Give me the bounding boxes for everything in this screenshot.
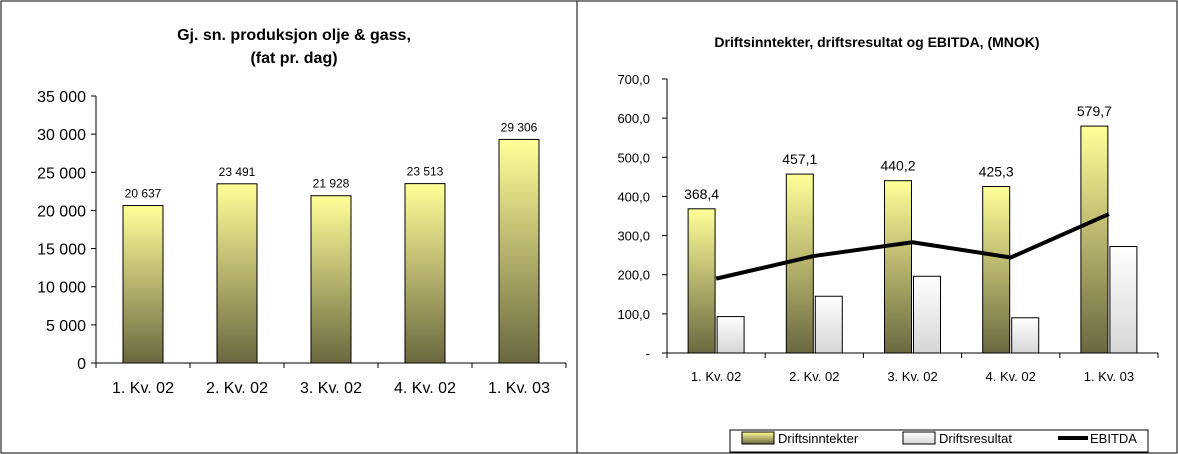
driftsinntekter-bar [785,173,814,354]
production-bar [122,205,164,364]
bar-value-label: 23 491 [219,165,256,179]
production-bar [216,183,258,364]
legend-swatch-driftsinntekter [741,431,775,445]
y-tick-label: 600,0 [617,111,650,126]
y-tick-label: 700,0 [617,72,650,87]
x-tick-label: 2. Kv. 02 [206,380,268,397]
legend-label-ebitda: EBITDA [1090,431,1137,446]
revenue-chart: Driftsinntekter, driftsresultat og EBITD… [617,34,1159,453]
bar-value-label: 23 513 [407,165,444,179]
legend-swatch-driftsresultat [902,431,936,445]
x-tick-label: 1. Kv. 02 [691,369,741,384]
y-tick-label: 500,0 [617,150,650,165]
x-tick-label: 4. Kv. 02 [394,380,456,397]
legend-label-driftsresultat: Driftsresultat [939,431,1012,446]
bar-value-label: 368,4 [684,186,719,202]
driftsinntekter-bar [982,186,1011,354]
driftsresultat-bar [716,316,745,354]
y-tick-label: 35 000 [37,89,86,106]
driftsresultat-bar [1109,246,1138,354]
y-tick-label: 400,0 [617,189,650,204]
y-tick-label: 200,0 [617,268,650,283]
x-tick-label: 3. Kv. 02 [300,380,362,397]
production-chart: Gj. sn. produksjon olje & gass, (fat pr.… [37,27,567,397]
driftsinntekter-bar [884,180,912,354]
x-tick-label: 3. Kv. 02 [887,369,937,384]
x-tick-label: 1. Kv. 02 [112,380,174,397]
x-tick-label: 1. Kv. 03 [1084,369,1134,384]
y-tick-label: 30 000 [37,127,86,144]
legend-label-driftsinntekter: Driftsinntekter [778,431,859,446]
driftsinntekter-bar [1080,125,1109,354]
bar-value-label: 440,2 [880,158,915,174]
y-tick-label: 0 [77,356,86,373]
bar-value-label: 29 306 [501,120,538,134]
y-tick-label: 100,0 [617,307,650,322]
driftsresultat-bar [814,295,843,354]
driftsresultat-bar [913,275,941,354]
bar-value-label: 20 637 [125,187,162,201]
driftsresultat-bar [1011,317,1040,354]
y-tick-label: 15 000 [37,242,86,259]
y-tick-label: 5 000 [46,318,86,335]
bar-value-label: 21 928 [313,177,350,191]
bar-value-label: 425,3 [979,164,1014,180]
production-bar [310,195,352,364]
left-chart-subtitle: (fat pr. dag) [250,50,337,67]
y-tick-label: 10 000 [37,280,86,297]
y-tick-label: 300,0 [617,229,650,244]
x-tick-label: 4. Kv. 02 [986,369,1036,384]
y-tick-label: 25 000 [37,165,86,182]
left-chart-frame [0,0,578,454]
ebitda-line [715,212,1110,281]
legend-frame [729,429,1149,453]
chart-legend: Driftsinntekter Driftsresultat EBITDA [729,429,1149,453]
bar-value-label: 579,7 [1077,103,1112,119]
y-tick-label: 20 000 [37,203,86,220]
y-tick-label: - [646,346,650,361]
x-tick-label: 1. Kv. 03 [488,380,550,397]
left-chart-title: Gj. sn. produksjon olje & gass, [177,27,411,44]
production-bar [498,138,540,364]
right-chart-title: Driftsinntekter, driftsresultat og EBITD… [714,34,1039,50]
production-bar [404,183,446,364]
driftsinntekter-bar [687,208,716,354]
bar-value-label: 457,1 [782,151,817,167]
x-tick-label: 2. Kv. 02 [789,369,839,384]
